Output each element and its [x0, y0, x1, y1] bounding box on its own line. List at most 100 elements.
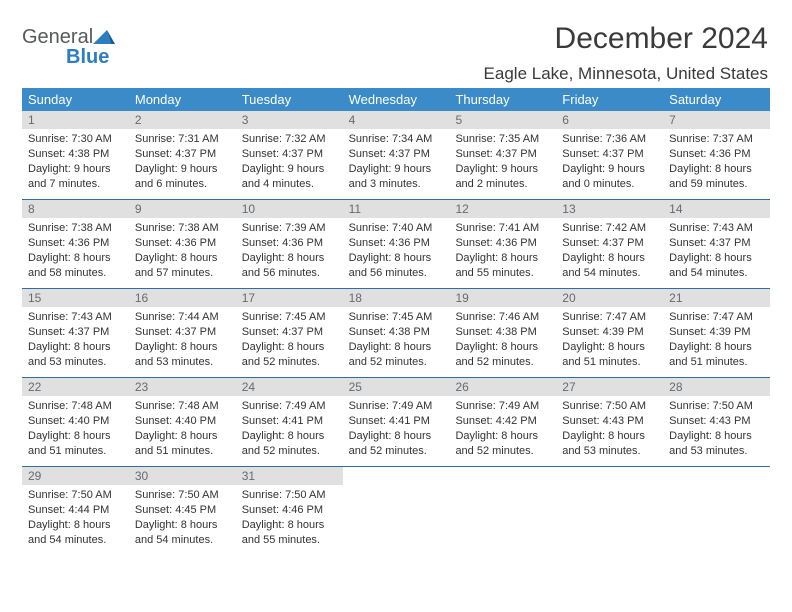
day-number: 22: [22, 378, 129, 396]
day-info: Sunrise: 7:50 AMSunset: 4:44 PMDaylight:…: [22, 485, 129, 551]
day-info: Sunrise: 7:47 AMSunset: 4:39 PMDaylight:…: [556, 307, 663, 373]
day-info: Sunrise: 7:35 AMSunset: 4:37 PMDaylight:…: [449, 129, 556, 195]
day-info: Sunrise: 7:49 AMSunset: 4:41 PMDaylight:…: [236, 396, 343, 462]
day-number: 3: [236, 111, 343, 129]
day-number: 27: [556, 378, 663, 396]
calendar-day: 19Sunrise: 7:46 AMSunset: 4:38 PMDayligh…: [449, 289, 556, 377]
day-number: 25: [343, 378, 450, 396]
day-info: Sunrise: 7:30 AMSunset: 4:38 PMDaylight:…: [22, 129, 129, 195]
day-info: Sunrise: 7:39 AMSunset: 4:36 PMDaylight:…: [236, 218, 343, 284]
calendar-day: 8Sunrise: 7:38 AMSunset: 4:36 PMDaylight…: [22, 200, 129, 288]
calendar-day: 24Sunrise: 7:49 AMSunset: 4:41 PMDayligh…: [236, 378, 343, 466]
calendar-day: 27Sunrise: 7:50 AMSunset: 4:43 PMDayligh…: [556, 378, 663, 466]
calendar-header-row: SundayMondayTuesdayWednesdayThursdayFrid…: [22, 88, 770, 111]
day-info: Sunrise: 7:45 AMSunset: 4:37 PMDaylight:…: [236, 307, 343, 373]
day-info: Sunrise: 7:49 AMSunset: 4:42 PMDaylight:…: [449, 396, 556, 462]
day-number: 18: [343, 289, 450, 307]
day-number: 31: [236, 467, 343, 485]
day-number: 21: [663, 289, 770, 307]
day-number: 9: [129, 200, 236, 218]
day-number: 10: [236, 200, 343, 218]
calendar-day: [449, 467, 556, 555]
day-number: 20: [556, 289, 663, 307]
day-info: Sunrise: 7:40 AMSunset: 4:36 PMDaylight:…: [343, 218, 450, 284]
calendar-day: 26Sunrise: 7:49 AMSunset: 4:42 PMDayligh…: [449, 378, 556, 466]
calendar-day: 9Sunrise: 7:38 AMSunset: 4:36 PMDaylight…: [129, 200, 236, 288]
day-info: Sunrise: 7:50 AMSunset: 4:43 PMDaylight:…: [663, 396, 770, 462]
calendar-day: 1Sunrise: 7:30 AMSunset: 4:38 PMDaylight…: [22, 111, 129, 199]
day-number: 26: [449, 378, 556, 396]
day-header: Monday: [129, 88, 236, 111]
day-info: Sunrise: 7:45 AMSunset: 4:38 PMDaylight:…: [343, 307, 450, 373]
day-number: 2: [129, 111, 236, 129]
day-number: 8: [22, 200, 129, 218]
day-header: Friday: [556, 88, 663, 111]
calendar-day: [556, 467, 663, 555]
day-info: Sunrise: 7:48 AMSunset: 4:40 PMDaylight:…: [129, 396, 236, 462]
calendar-day: 31Sunrise: 7:50 AMSunset: 4:46 PMDayligh…: [236, 467, 343, 555]
day-header: Tuesday: [236, 88, 343, 111]
day-info: Sunrise: 7:46 AMSunset: 4:38 PMDaylight:…: [449, 307, 556, 373]
calendar-day: 17Sunrise: 7:45 AMSunset: 4:37 PMDayligh…: [236, 289, 343, 377]
day-info: Sunrise: 7:36 AMSunset: 4:37 PMDaylight:…: [556, 129, 663, 195]
day-info: Sunrise: 7:32 AMSunset: 4:37 PMDaylight:…: [236, 129, 343, 195]
logo: General Blue: [22, 26, 115, 69]
day-number: 5: [449, 111, 556, 129]
day-number: 16: [129, 289, 236, 307]
day-info: Sunrise: 7:43 AMSunset: 4:37 PMDaylight:…: [22, 307, 129, 373]
day-number: 1: [22, 111, 129, 129]
day-number: 15: [22, 289, 129, 307]
day-info: Sunrise: 7:48 AMSunset: 4:40 PMDaylight:…: [22, 396, 129, 462]
day-info: Sunrise: 7:47 AMSunset: 4:39 PMDaylight:…: [663, 307, 770, 373]
day-number: 11: [343, 200, 450, 218]
calendar-day: 7Sunrise: 7:37 AMSunset: 4:36 PMDaylight…: [663, 111, 770, 199]
logo-word2: Blue: [66, 46, 115, 69]
calendar-day: 12Sunrise: 7:41 AMSunset: 4:36 PMDayligh…: [449, 200, 556, 288]
day-info: Sunrise: 7:49 AMSunset: 4:41 PMDaylight:…: [343, 396, 450, 462]
day-number: 7: [663, 111, 770, 129]
calendar-day: 11Sunrise: 7:40 AMSunset: 4:36 PMDayligh…: [343, 200, 450, 288]
calendar-week: 1Sunrise: 7:30 AMSunset: 4:38 PMDaylight…: [22, 111, 770, 200]
day-number: 30: [129, 467, 236, 485]
calendar-week: 15Sunrise: 7:43 AMSunset: 4:37 PMDayligh…: [22, 289, 770, 378]
location-subtitle: Eagle Lake, Minnesota, United States: [484, 64, 768, 84]
day-info: Sunrise: 7:37 AMSunset: 4:36 PMDaylight:…: [663, 129, 770, 195]
day-info: Sunrise: 7:41 AMSunset: 4:36 PMDaylight:…: [449, 218, 556, 284]
day-number: 4: [343, 111, 450, 129]
day-number: 23: [129, 378, 236, 396]
calendar-day: [343, 467, 450, 555]
calendar-day: 25Sunrise: 7:49 AMSunset: 4:41 PMDayligh…: [343, 378, 450, 466]
calendar-week: 29Sunrise: 7:50 AMSunset: 4:44 PMDayligh…: [22, 467, 770, 555]
day-header: Saturday: [663, 88, 770, 111]
day-info: Sunrise: 7:50 AMSunset: 4:45 PMDaylight:…: [129, 485, 236, 551]
day-header: Wednesday: [343, 88, 450, 111]
day-info: Sunrise: 7:31 AMSunset: 4:37 PMDaylight:…: [129, 129, 236, 195]
calendar-day: 6Sunrise: 7:36 AMSunset: 4:37 PMDaylight…: [556, 111, 663, 199]
day-info: Sunrise: 7:38 AMSunset: 4:36 PMDaylight:…: [22, 218, 129, 284]
calendar-week: 8Sunrise: 7:38 AMSunset: 4:36 PMDaylight…: [22, 200, 770, 289]
calendar-day: 22Sunrise: 7:48 AMSunset: 4:40 PMDayligh…: [22, 378, 129, 466]
calendar-day: 30Sunrise: 7:50 AMSunset: 4:45 PMDayligh…: [129, 467, 236, 555]
calendar-grid: SundayMondayTuesdayWednesdayThursdayFrid…: [22, 88, 770, 555]
calendar-day: 15Sunrise: 7:43 AMSunset: 4:37 PMDayligh…: [22, 289, 129, 377]
day-info: Sunrise: 7:44 AMSunset: 4:37 PMDaylight:…: [129, 307, 236, 373]
day-info: Sunrise: 7:42 AMSunset: 4:37 PMDaylight:…: [556, 218, 663, 284]
day-number: 17: [236, 289, 343, 307]
day-number: 28: [663, 378, 770, 396]
calendar-day: 20Sunrise: 7:47 AMSunset: 4:39 PMDayligh…: [556, 289, 663, 377]
page-title: December 2024: [555, 22, 768, 56]
day-number: 19: [449, 289, 556, 307]
day-number: 13: [556, 200, 663, 218]
day-info: Sunrise: 7:50 AMSunset: 4:46 PMDaylight:…: [236, 485, 343, 551]
day-header: Thursday: [449, 88, 556, 111]
day-number: 29: [22, 467, 129, 485]
calendar-day: 10Sunrise: 7:39 AMSunset: 4:36 PMDayligh…: [236, 200, 343, 288]
calendar-day: 14Sunrise: 7:43 AMSunset: 4:37 PMDayligh…: [663, 200, 770, 288]
day-number: 12: [449, 200, 556, 218]
calendar-day: 23Sunrise: 7:48 AMSunset: 4:40 PMDayligh…: [129, 378, 236, 466]
day-number: 6: [556, 111, 663, 129]
calendar-day: 13Sunrise: 7:42 AMSunset: 4:37 PMDayligh…: [556, 200, 663, 288]
calendar-day: 29Sunrise: 7:50 AMSunset: 4:44 PMDayligh…: [22, 467, 129, 555]
calendar-day: 3Sunrise: 7:32 AMSunset: 4:37 PMDaylight…: [236, 111, 343, 199]
day-info: Sunrise: 7:50 AMSunset: 4:43 PMDaylight:…: [556, 396, 663, 462]
